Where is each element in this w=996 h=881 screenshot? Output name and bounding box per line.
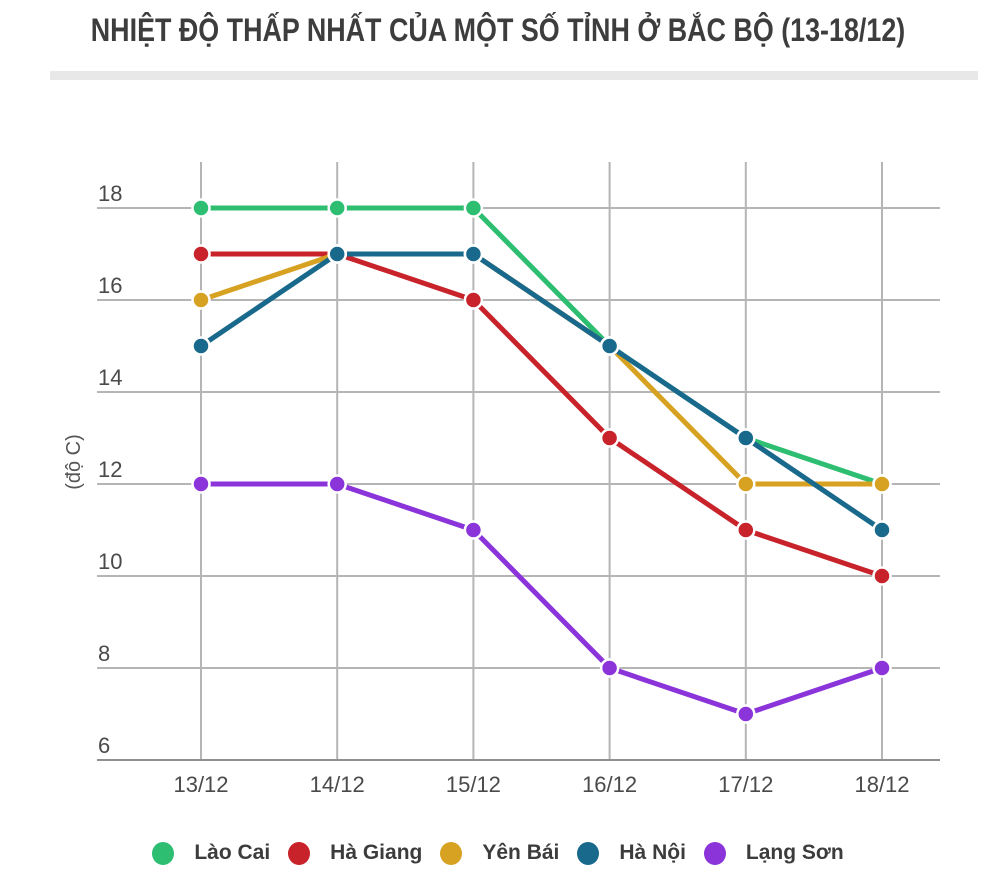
y-tick-label: 12: [98, 457, 122, 482]
legend-item-yen-bai: Yên Bái: [440, 841, 559, 865]
legend-marker-ha-giang: [288, 841, 311, 865]
data-point-yen-bai-13-12[interactable]: [191, 290, 211, 310]
data-point-ha-noi-14-12[interactable]: [327, 244, 347, 264]
x-tick-label: 17/12: [718, 772, 773, 797]
legend-label-yen-bai: Yên Bái: [482, 841, 560, 864]
data-point-lao-cai-15-12[interactable]: [463, 198, 484, 218]
series-line-lang-son: [201, 481, 883, 717]
title-divider: [50, 71, 978, 80]
legend-item-ha-giang: Hà Giang: [288, 841, 422, 865]
legend-item-ha-noi: Hà Nội: [577, 841, 686, 865]
chart-canvas: 6 8 10 12 14 16 18 13/12 14/12 15/12 16/12 17/12 18/…: [63, 162, 940, 797]
data-point-lang-son-17-12[interactable]: [736, 704, 756, 724]
data-point-ha-giang-13-12[interactable]: [191, 244, 211, 264]
legend-marker-lang-son: [703, 841, 726, 865]
data-point-ha-giang-18-12[interactable]: [872, 566, 892, 586]
legend-marker-lao-cai: [152, 841, 175, 865]
data-point-lao-cai-13-12[interactable]: [191, 198, 211, 218]
chart-legend: Lào Cai Hà Giang Yên Bái Hà Nội Lạng Sơn: [0, 836, 996, 870]
data-point-ha-noi-17-12[interactable]: [736, 428, 756, 448]
data-point-ha-noi-16-12[interactable]: [599, 336, 620, 356]
data-point-lang-son-14-12[interactable]: [327, 474, 347, 494]
x-tick-label: 18/12: [854, 772, 909, 797]
data-point-ha-giang-16-12[interactable]: [599, 428, 620, 448]
data-point-yen-bai-17-12[interactable]: [736, 474, 756, 494]
y-axis-title: (độ C): [63, 434, 85, 490]
legend-marker-yen-bai: [440, 841, 463, 865]
data-point-ha-noi-18-12[interactable]: [872, 520, 892, 540]
data-point-lao-cai-14-12[interactable]: [327, 198, 347, 218]
series-line-ha-giang: [201, 251, 883, 579]
series-line-lao-cai: [201, 205, 883, 487]
data-point-ha-giang-17-12[interactable]: [736, 520, 756, 540]
legend-label-ha-giang: Hà Giang: [330, 841, 423, 864]
data-point-lang-son-18-12[interactable]: [872, 658, 892, 678]
y-tick-label: 16: [98, 273, 122, 298]
chart-title: NHIỆT ĐỘ THẤP NHẤT CỦA MỘT SỐ TỈNH Ở BẮC…: [90, 12, 906, 48]
y-tick-label: 6: [98, 733, 110, 758]
x-tick-label: 13/12: [173, 772, 228, 797]
x-tick-label: 16/12: [582, 772, 637, 797]
series-line-ha-noi: [199, 251, 884, 533]
data-point-lang-son-15-12[interactable]: [463, 520, 484, 540]
x-tick-label: 15/12: [446, 772, 501, 797]
data-point-lang-son-13-12[interactable]: [191, 474, 211, 494]
data-point-lang-son-16-12[interactable]: [599, 658, 620, 678]
y-tick-label: 10: [98, 549, 122, 574]
legend-item-lao-cai: Lào Cai: [152, 841, 270, 865]
y-tick-label: 18: [98, 181, 122, 206]
legend-marker-ha-noi: [577, 841, 600, 865]
data-point-ha-noi-15-12[interactable]: [463, 244, 484, 264]
data-point-yen-bai-18-12[interactable]: [872, 474, 892, 494]
legend-label-ha-noi: Hà Nội: [619, 841, 686, 864]
y-tick-label: 14: [98, 365, 122, 390]
data-point-ha-noi-13-12[interactable]: [191, 336, 211, 356]
legend-label-lao-cai: Lào Cai: [194, 841, 271, 864]
x-tick-label: 14/12: [310, 772, 365, 797]
legend-item-lang-son: Lạng Sơn: [703, 841, 844, 865]
data-point-ha-giang-15-12[interactable]: [463, 290, 484, 310]
legend-label-lang-son: Lạng Sơn: [745, 841, 844, 864]
y-tick-label: 8: [98, 641, 110, 666]
